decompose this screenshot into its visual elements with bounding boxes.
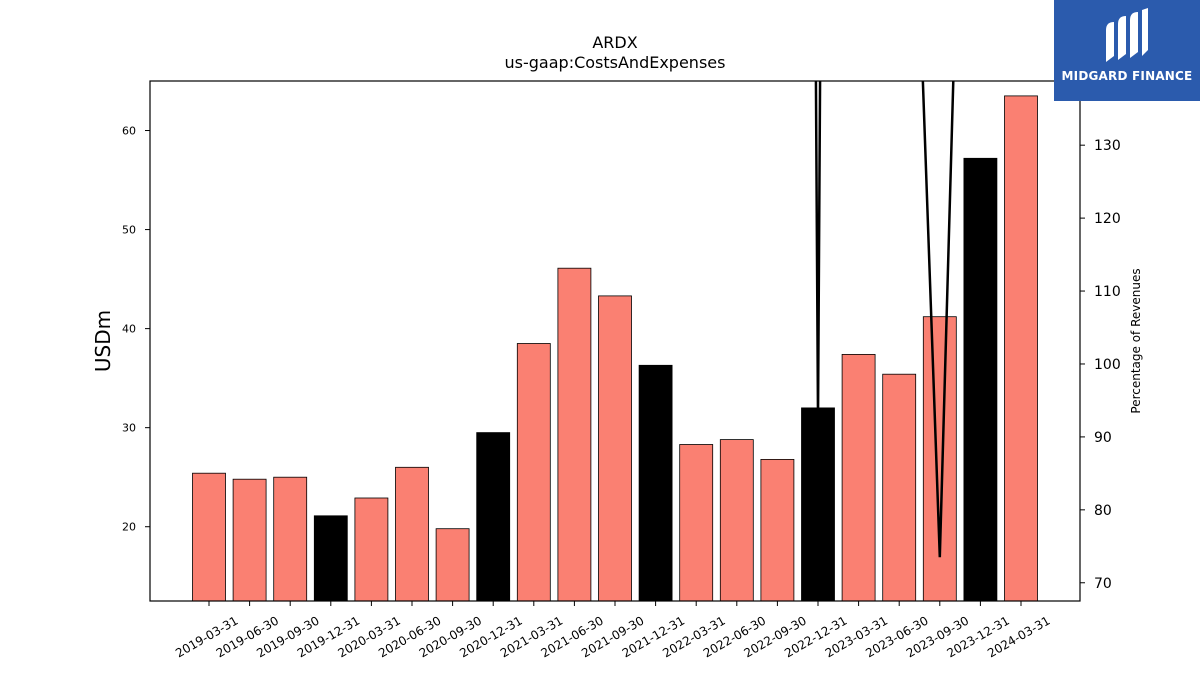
y-tick-label: 30 [122, 422, 136, 435]
y-tick-label: 40 [122, 323, 136, 336]
bar [841, 353, 876, 602]
logo-mark-icon [1106, 8, 1148, 62]
bar [719, 439, 754, 602]
y2-tick-label: 130 [1094, 138, 1121, 154]
bar-series [192, 95, 1038, 602]
y2-tick-label: 120 [1094, 211, 1121, 227]
bar [557, 267, 592, 602]
y-tick-label: 50 [122, 224, 136, 237]
bar [395, 466, 429, 602]
bar [354, 497, 389, 602]
bar [313, 515, 348, 602]
bar [922, 316, 957, 602]
y2-axis-label: Percentage of Revenues [1129, 268, 1143, 413]
bar [679, 444, 714, 602]
logo-text: MIDGARD FINANCE [1061, 69, 1193, 83]
bar [963, 157, 998, 602]
bar [598, 295, 632, 602]
y2-tick-label: 80 [1094, 503, 1112, 519]
bar [192, 472, 226, 602]
y2-tick-label: 110 [1094, 284, 1121, 300]
bar [882, 373, 917, 602]
chart-subtitle: us-gaap:CostsAndExpenses [505, 53, 726, 72]
y2-tick-label: 70 [1094, 576, 1112, 592]
y2-tick-label: 90 [1094, 430, 1112, 446]
y-tick-label: 20 [122, 521, 136, 534]
chart-title: ARDX [592, 33, 637, 52]
bar [232, 478, 267, 602]
bar [435, 528, 470, 602]
bar [760, 458, 795, 602]
bar [638, 364, 673, 602]
brand-logo: MIDGARD FINANCE [1054, 0, 1200, 101]
bar [516, 343, 551, 602]
bar [801, 407, 835, 602]
y-tick-label: 60 [122, 125, 136, 138]
bar [273, 476, 308, 602]
bar [476, 432, 511, 602]
y-axis-label: USDm [91, 310, 115, 372]
y2-tick-label: 100 [1094, 357, 1121, 373]
bar [1004, 95, 1038, 602]
